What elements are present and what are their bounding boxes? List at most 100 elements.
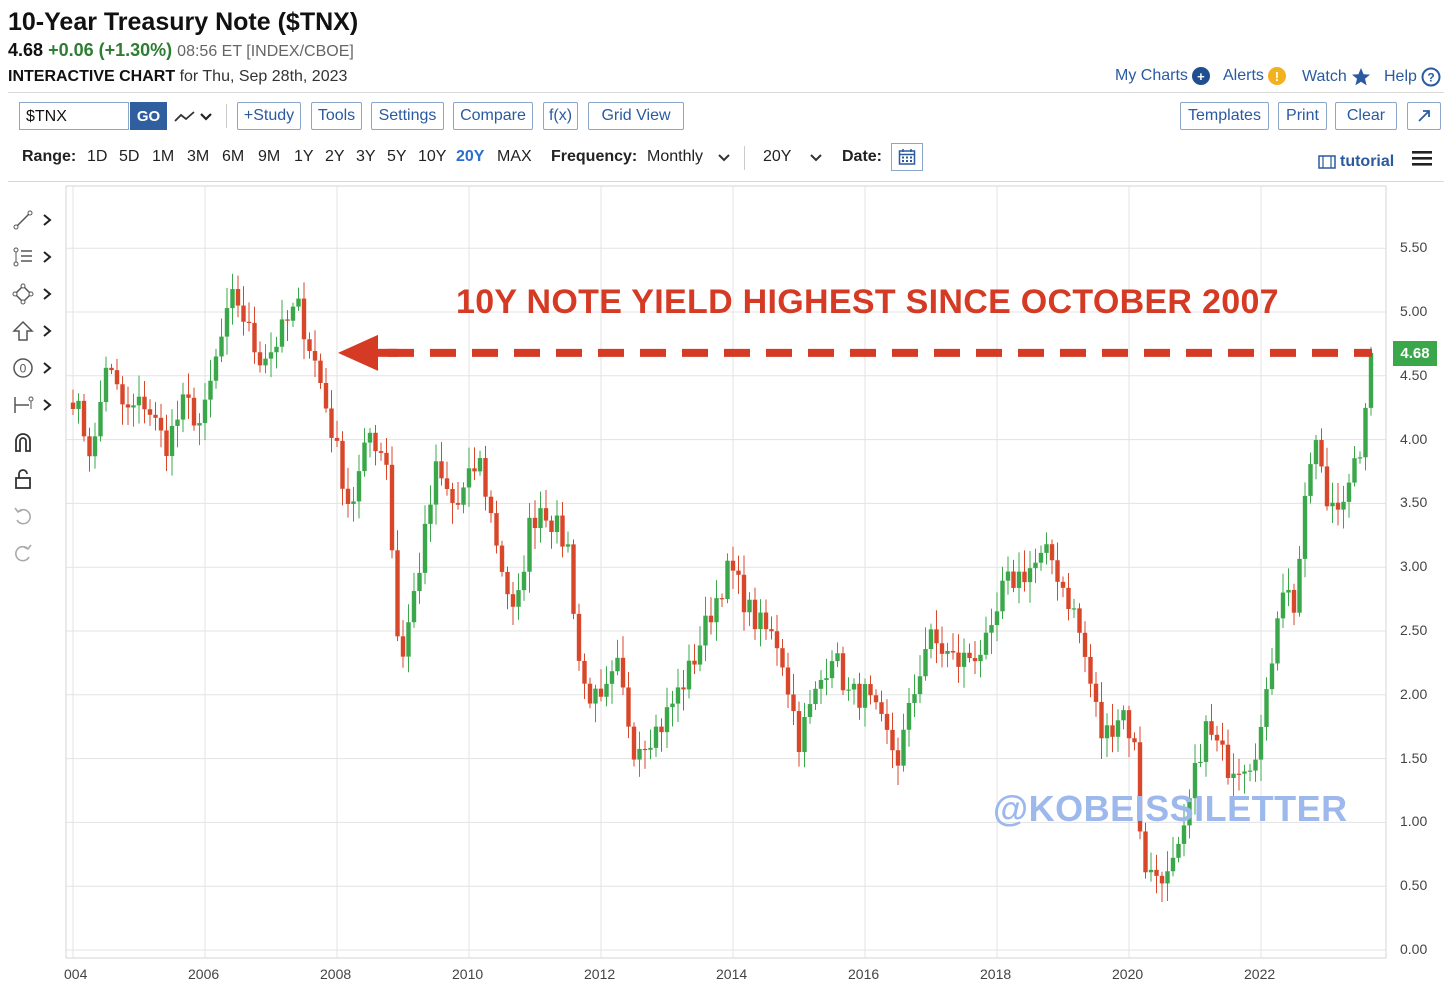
candle-body — [1335, 502, 1341, 510]
y-tick-label: 0.50 — [1400, 877, 1428, 894]
candle-body — [703, 615, 708, 646]
candle-body — [565, 544, 571, 547]
chart-style-dropdown[interactable] — [173, 106, 217, 128]
go-button[interactable]: GO — [130, 102, 167, 130]
header-divider — [8, 92, 1444, 93]
svg-text:?: ? — [1427, 71, 1434, 85]
compare-button[interactable]: Compare — [453, 102, 533, 130]
range-option-3y[interactable]: 3Y — [356, 148, 376, 165]
candle-body — [81, 400, 87, 437]
candle-body — [609, 671, 615, 684]
range-option-5y[interactable]: 5Y — [387, 148, 407, 165]
arrow-tool[interactable] — [12, 316, 58, 346]
range-option-1d[interactable]: 1D — [87, 148, 108, 165]
candle-body — [252, 322, 257, 353]
candle-body — [290, 306, 296, 321]
arrow-icon — [12, 320, 34, 341]
candle-body — [813, 688, 818, 705]
candle-body — [879, 702, 884, 714]
candle-body — [142, 396, 147, 410]
range-option-3m[interactable]: 3M — [187, 148, 210, 165]
frequency-value: Monthly — [647, 148, 704, 165]
candle-body — [796, 711, 802, 753]
frequency-select[interactable]: Monthly — [647, 148, 731, 166]
range-option-2y[interactable]: 2Y — [325, 148, 345, 165]
candle-body — [1313, 440, 1319, 465]
candle-body — [719, 598, 725, 600]
candle-body — [620, 657, 626, 688]
candle-body — [1104, 725, 1110, 739]
shape-tool[interactable] — [12, 279, 58, 309]
candle-body — [1071, 608, 1077, 610]
redo-tool[interactable] — [12, 538, 58, 568]
clear-button[interactable]: Clear — [1335, 102, 1397, 130]
undo-tool[interactable] — [12, 501, 58, 531]
measure-tool[interactable] — [12, 390, 58, 420]
x-tick-label: 2006 — [188, 966, 220, 982]
range-option-max[interactable]: MAX — [497, 148, 532, 165]
symbol-input[interactable]: $TNX — [19, 102, 129, 130]
candle-body — [114, 370, 120, 385]
candle-body — [356, 471, 362, 502]
candle-body — [312, 350, 318, 361]
help-link[interactable]: Help ? — [1384, 67, 1441, 87]
fib-tool[interactable] — [12, 242, 58, 272]
shape-icon — [12, 283, 34, 305]
candle-body — [378, 451, 384, 453]
candle-body — [1214, 734, 1220, 741]
candle-body — [1242, 771, 1247, 774]
settings-button[interactable]: Settings — [371, 102, 444, 130]
alerts-link[interactable]: Alerts ! — [1223, 67, 1286, 85]
my-charts-link[interactable]: My Charts + — [1115, 67, 1210, 85]
candle-body — [1308, 464, 1313, 496]
candle-body — [967, 652, 972, 659]
range-option-9m[interactable]: 9M — [258, 148, 281, 165]
range-option-1y[interactable]: 1Y — [294, 148, 314, 165]
candle-body — [158, 417, 164, 431]
lock-tool[interactable] — [12, 464, 58, 494]
templates-button[interactable]: Templates — [1180, 102, 1269, 130]
function-button[interactable]: f(x) — [543, 102, 578, 130]
study-button[interactable]: +Study — [237, 102, 301, 130]
range-option-10y[interactable]: 10Y — [418, 148, 447, 165]
range-option-5d[interactable]: 5D — [119, 148, 140, 165]
candle-body — [1000, 580, 1005, 612]
line-draw-tool[interactable] — [12, 205, 58, 235]
candle-body — [884, 713, 890, 730]
candle-body — [901, 729, 906, 766]
watch-link[interactable]: Watch — [1302, 67, 1371, 87]
chart-subtitle: INTERACTIVE CHART for Thu, Sep 28th, 202… — [8, 68, 347, 86]
counter-tool[interactable]: 0 — [12, 353, 58, 383]
range-option-1m[interactable]: 1M — [152, 148, 175, 165]
watermark: @KOBEISSILETTER — [993, 788, 1348, 829]
redo-icon — [15, 544, 32, 562]
candle-body — [70, 402, 76, 409]
range-option-20y[interactable]: 20Y — [456, 148, 485, 165]
candle-body — [538, 508, 543, 529]
candle-body — [1110, 725, 1115, 737]
candle-body — [373, 432, 378, 452]
expand-button[interactable] — [1407, 102, 1441, 130]
tools-button[interactable]: Tools — [311, 102, 362, 130]
menu-button[interactable] — [1412, 150, 1432, 166]
magnet-tool[interactable] — [12, 427, 58, 457]
candle-body — [191, 397, 197, 426]
reference-arrow — [338, 334, 1372, 371]
candle-body — [428, 504, 433, 524]
grid-view-button[interactable]: Grid View — [588, 102, 684, 130]
candle-body — [554, 515, 560, 532]
print-button[interactable]: Print — [1278, 102, 1327, 130]
period-select[interactable]: 20Y — [763, 148, 823, 166]
tutorial-link[interactable]: tutorial — [1318, 153, 1394, 171]
candle-body — [741, 574, 747, 613]
chevron-right-icon — [43, 251, 52, 263]
candle-body — [246, 321, 252, 323]
y-tick-label: 5.50 — [1400, 239, 1428, 256]
yield-callout: 10Y NOTE YIELD HIGHEST SINCE OCTOBER 200… — [456, 283, 1279, 321]
date-picker-button[interactable] — [891, 143, 923, 171]
candle-body — [103, 367, 109, 402]
candle-body — [455, 502, 461, 505]
range-option-6m[interactable]: 6M — [222, 148, 245, 165]
candle-body — [1291, 589, 1297, 613]
